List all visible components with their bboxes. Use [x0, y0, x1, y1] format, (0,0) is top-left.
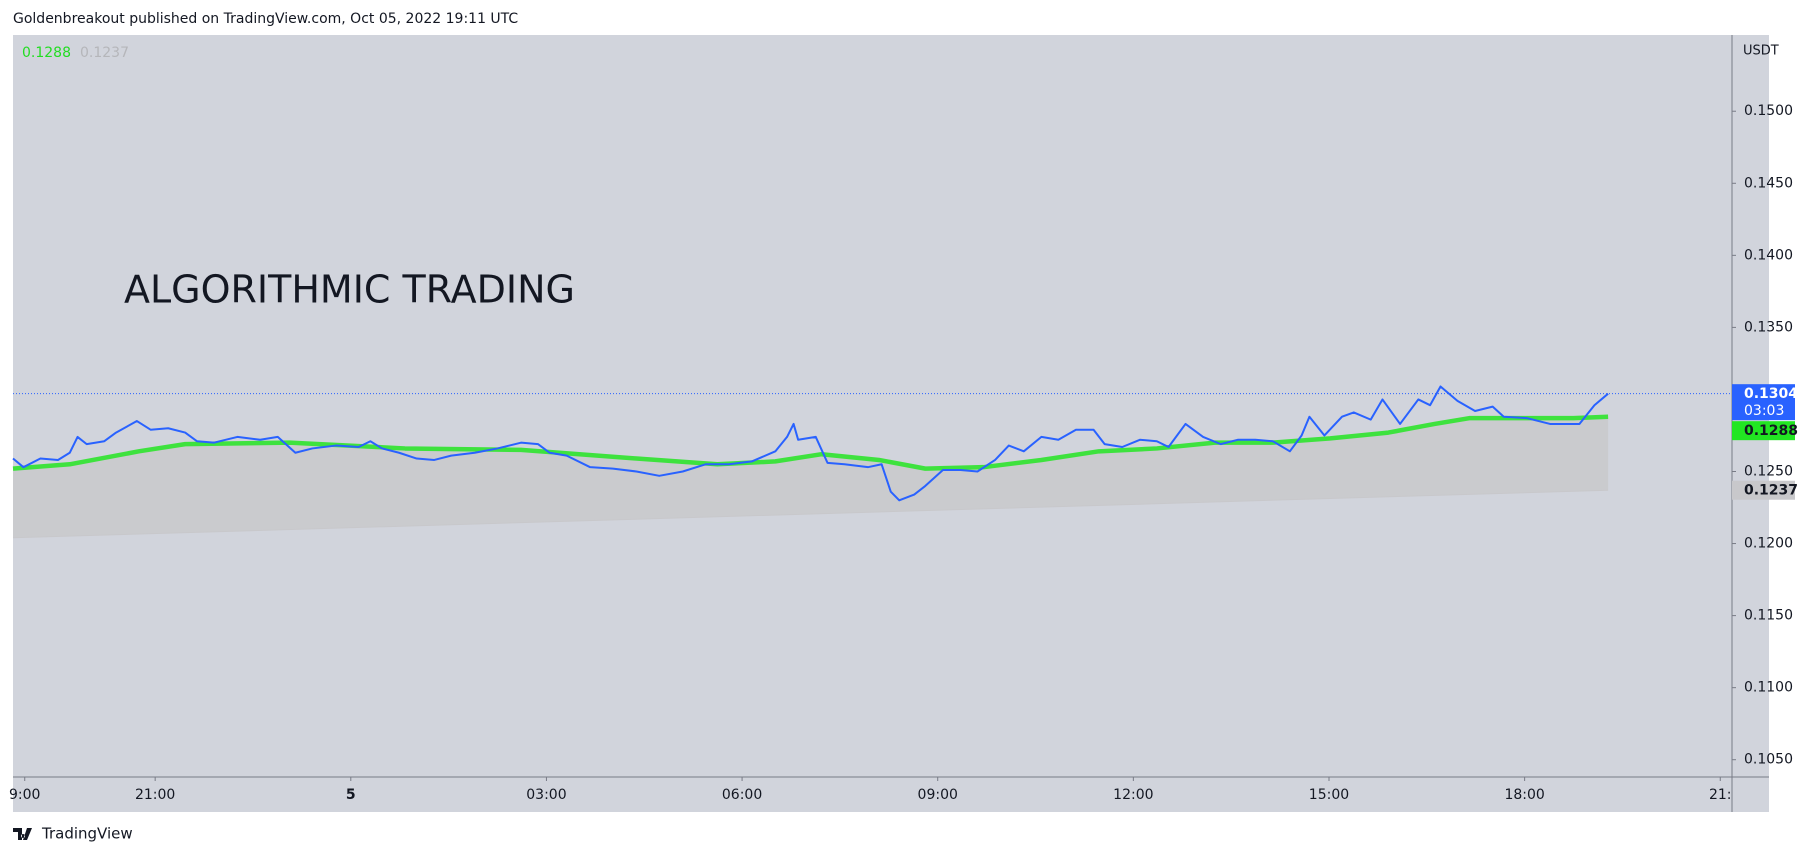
price-tag: [1732, 480, 1795, 500]
logo: [13, 828, 32, 840]
x-tick-label: 21:: [1709, 787, 1732, 803]
legend-value: 0.1237: [80, 45, 129, 61]
y-tick-label: 0.1100: [1744, 680, 1793, 696]
countdown: 03:03: [1744, 403, 1784, 419]
price-tag-label: 0.1237: [1744, 483, 1798, 499]
x-tick-label: 06:00: [722, 787, 762, 803]
y-unit: USDT: [1743, 44, 1779, 59]
x-tick-label: 15:00: [1309, 787, 1349, 803]
x-tick-label: 5: [346, 787, 356, 803]
x-tick-label: 12:00: [1113, 787, 1153, 803]
chart-title: ALGORITHMIC TRADING: [124, 268, 575, 312]
y-tick-label: 0.1050: [1744, 752, 1793, 768]
x-tick-label: 21:00: [135, 787, 175, 803]
price-tag: [1732, 384, 1795, 421]
footer-brand: TradingView: [41, 825, 133, 843]
x-tick-label: 03:00: [526, 787, 566, 803]
y-tick-label: 0.1200: [1744, 536, 1793, 552]
legend-value: 0.1288: [22, 45, 71, 61]
price-tag: [1732, 421, 1795, 441]
y-tick-label: 0.1400: [1744, 247, 1793, 263]
price-tag-label: 0.1288: [1744, 423, 1798, 439]
x-tick-label: 09:00: [918, 787, 958, 803]
y-tick-label: 0.1350: [1744, 319, 1793, 335]
series-line: [12, 414, 1609, 471]
x-tick-label: 9:00: [9, 787, 40, 803]
series-line: [12, 489, 1609, 539]
y-tick-label: 0.1250: [1744, 463, 1793, 479]
y-tick-label: 0.1500: [1744, 103, 1793, 119]
y-tick-label: 0.1450: [1744, 175, 1793, 191]
y-tick-label: 0.1150: [1744, 608, 1793, 624]
header: Goldenbreakout published on TradingView.…: [13, 11, 518, 27]
price-tag-label: 0.1304: [1744, 386, 1798, 402]
band-fill: [13, 416, 1609, 538]
series-line: [12, 385, 1609, 502]
x-tick-label: 18:00: [1504, 787, 1544, 803]
